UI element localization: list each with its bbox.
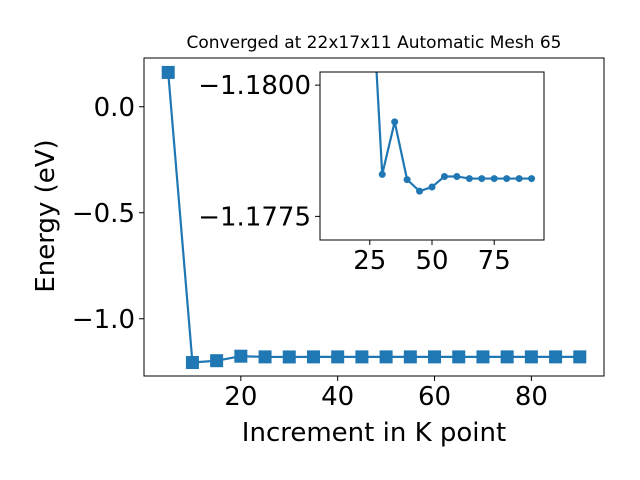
main-data-point <box>282 350 296 364</box>
main-data-point <box>210 354 224 368</box>
inset-plot-frame <box>319 71 545 241</box>
inset-plot: 25 50 75 −1.1800 −1.1775 <box>198 71 545 276</box>
main-data-point <box>524 350 538 364</box>
inset-data-point <box>490 175 498 183</box>
main-y-tick-label: 0.0 <box>94 93 135 123</box>
main-data-point <box>476 350 490 364</box>
main-data-point <box>573 350 587 364</box>
inset-data-point <box>378 170 386 178</box>
main-axis-ticks: 20 40 60 80 0.0 −0.5 −1.0 <box>72 93 548 412</box>
inset-data-point <box>440 172 448 180</box>
main-data-point <box>306 350 320 364</box>
main-data-point <box>331 350 345 364</box>
main-y-tick-label: −1.0 <box>72 305 135 335</box>
main-x-tick-label: 20 <box>224 382 257 412</box>
inset-background <box>320 72 544 240</box>
main-plot: Converged at 22x17x11 Automatic Mesh 65 … <box>31 33 605 448</box>
inset-x-tick-label: 25 <box>353 246 386 276</box>
inset-x-tick-label: 50 <box>415 246 448 276</box>
inset-data-point <box>428 183 436 191</box>
main-data-point <box>185 356 199 370</box>
inset-series <box>375 72 536 195</box>
main-data-point <box>500 350 514 364</box>
main-x-tick-label: 80 <box>515 382 548 412</box>
main-y-tick-label: −0.5 <box>72 199 135 229</box>
x-axis-label: Increment in K point <box>242 418 506 448</box>
main-data-point <box>452 350 466 364</box>
main-data-point <box>161 65 175 79</box>
main-series <box>161 65 587 370</box>
main-data-point <box>234 349 248 363</box>
inset-data-point <box>391 118 399 126</box>
main-series-clip <box>161 65 587 370</box>
main-data-point <box>403 350 417 364</box>
inset-data-point <box>465 175 473 183</box>
inset-axis-ticks: 25 50 75 −1.1800 −1.1775 <box>198 71 511 276</box>
inset-data-point <box>453 172 461 180</box>
inset-data-point <box>515 175 523 183</box>
inset-data-point <box>528 175 536 183</box>
main-data-point <box>355 350 369 364</box>
y-axis-label: Energy (eV) <box>31 139 61 292</box>
main-data-point <box>258 350 272 364</box>
inset-x-tick-label: 75 <box>478 246 511 276</box>
main-data-point <box>549 350 563 364</box>
main-data-point <box>428 350 442 364</box>
main-x-tick-label: 40 <box>321 382 354 412</box>
main-data-point <box>379 350 393 364</box>
inset-y-tick-label: −1.1775 <box>198 202 311 232</box>
inset-data-point <box>478 175 486 183</box>
main-plot-frame <box>143 57 605 377</box>
inset-data-point <box>416 187 424 195</box>
main-x-tick-label: 60 <box>418 382 451 412</box>
chart-title: Converged at 22x17x11 Automatic Mesh 65 <box>187 33 562 53</box>
inset-series-clip <box>375 72 536 195</box>
inset-data-point <box>503 175 511 183</box>
inset-y-tick-label: −1.1800 <box>198 71 311 101</box>
inset-data-point <box>403 176 411 184</box>
